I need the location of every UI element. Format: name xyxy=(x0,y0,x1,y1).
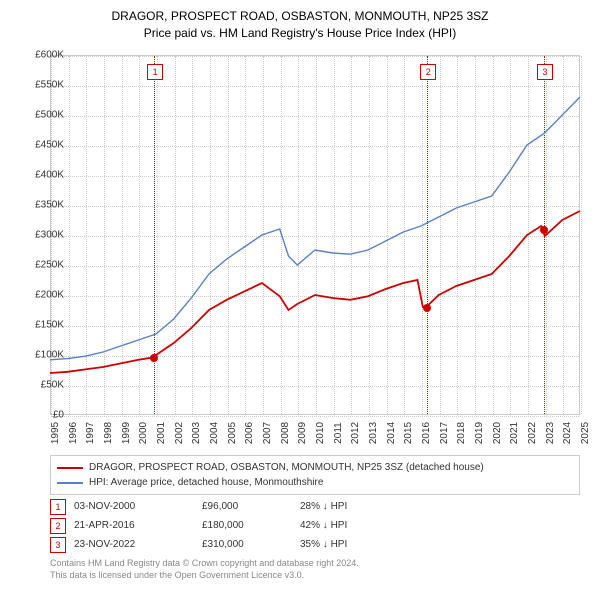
gridline-horizontal xyxy=(51,416,579,417)
y-axis-tick-label: £150K xyxy=(35,320,64,331)
chart-area: 123 xyxy=(50,55,580,415)
x-axis-tick-label: 2007 xyxy=(262,422,273,444)
x-axis-tick-label: 1999 xyxy=(121,422,132,444)
transaction-marker: 1 xyxy=(50,499,66,515)
legend: DRAGOR, PROSPECT ROAD, OSBASTON, MONMOUT… xyxy=(50,455,580,495)
y-axis-tick-label: £100K xyxy=(35,350,64,361)
x-axis-tick-label: 1997 xyxy=(85,422,96,444)
x-axis-tick-label: 1996 xyxy=(68,422,79,444)
x-axis-tick-label: 2021 xyxy=(509,422,520,444)
x-axis-tick-label: 2000 xyxy=(138,422,149,444)
x-axis-tick-label: 2024 xyxy=(562,422,573,444)
y-axis-tick-label: £250K xyxy=(35,260,64,271)
transaction-row: 3 23-NOV-2022 £310,000 35% ↓ HPI xyxy=(50,535,580,554)
x-axis-tick-label: 2003 xyxy=(191,422,202,444)
transaction-pct: 35% ↓ HPI xyxy=(300,535,347,554)
series-hpi xyxy=(50,97,580,360)
x-axis-tick-label: 1998 xyxy=(103,422,114,444)
transaction-price: £96,000 xyxy=(202,497,292,516)
x-axis-tick-label: 2014 xyxy=(386,422,397,444)
footnote-line-2: This data is licensed under the Open Gov… xyxy=(50,570,304,580)
x-axis-tick-label: 2019 xyxy=(474,422,485,444)
x-axis-tick-label: 2023 xyxy=(545,422,556,444)
y-axis-tick-label: £350K xyxy=(35,200,64,211)
transaction-date: 23-NOV-2022 xyxy=(74,535,194,554)
y-axis-tick-label: £0 xyxy=(53,410,64,421)
transaction-table: 1 03-NOV-2000 £96,000 28% ↓ HPI 2 21-APR-2016… xyxy=(50,497,580,554)
transaction-marker: 2 xyxy=(50,518,66,534)
x-axis-tick-label: 2025 xyxy=(580,422,591,444)
footnote: Contains HM Land Registry data © Crown c… xyxy=(50,558,580,581)
y-axis-tick-label: £500K xyxy=(35,110,64,121)
transaction-row: 2 21-APR-2016 £180,000 42% ↓ HPI xyxy=(50,516,580,535)
x-axis-tick-label: 2016 xyxy=(421,422,432,444)
chart-title: DRAGOR, PROSPECT ROAD, OSBASTON, MONMOUT… xyxy=(0,0,600,42)
x-axis-tick-label: 2006 xyxy=(244,422,255,444)
series-property xyxy=(50,211,580,373)
line-series-svg xyxy=(50,55,580,415)
transaction-price: £310,000 xyxy=(202,535,292,554)
x-axis-tick-label: 2011 xyxy=(333,422,344,444)
x-axis-tick-label: 1995 xyxy=(50,422,61,444)
transaction-row: 1 03-NOV-2000 £96,000 28% ↓ HPI xyxy=(50,497,580,516)
x-axis-tick-label: 2009 xyxy=(297,422,308,444)
transaction-price: £180,000 xyxy=(202,516,292,535)
x-axis-tick-label: 2022 xyxy=(527,422,538,444)
legend-label: DRAGOR, PROSPECT ROAD, OSBASTON, MONMOUT… xyxy=(89,460,484,475)
x-axis-tick-label: 2010 xyxy=(315,422,326,444)
x-axis-tick-label: 2005 xyxy=(227,422,238,444)
x-axis-tick-label: 2012 xyxy=(350,422,361,444)
gridline-vertical xyxy=(581,56,582,414)
legend-swatch xyxy=(57,467,83,469)
y-axis-tick-label: £50K xyxy=(41,380,64,391)
x-axis-tick-label: 2001 xyxy=(156,422,167,444)
x-axis-tick-label: 2002 xyxy=(174,422,185,444)
legend-row: HPI: Average price, detached house, Monm… xyxy=(57,475,573,490)
x-axis-tick-label: 2018 xyxy=(456,422,467,444)
y-axis-tick-label: £300K xyxy=(35,230,64,241)
x-axis-tick-label: 2017 xyxy=(439,422,450,444)
transaction-pct: 28% ↓ HPI xyxy=(300,497,347,516)
x-axis-tick-label: 2013 xyxy=(368,422,379,444)
y-axis-tick-label: £400K xyxy=(35,170,64,181)
legend-row: DRAGOR, PROSPECT ROAD, OSBASTON, MONMOUT… xyxy=(57,460,573,475)
y-axis-tick-label: £600K xyxy=(35,50,64,61)
y-axis-tick-label: £550K xyxy=(35,80,64,91)
x-axis-tick-label: 2008 xyxy=(280,422,291,444)
legend-swatch xyxy=(57,482,83,484)
title-line-1: DRAGOR, PROSPECT ROAD, OSBASTON, MONMOUT… xyxy=(112,9,489,23)
transaction-date: 21-APR-2016 xyxy=(74,516,194,535)
x-axis-tick-label: 2020 xyxy=(492,422,503,444)
chart-container: DRAGOR, PROSPECT ROAD, OSBASTON, MONMOUT… xyxy=(0,0,600,590)
y-axis-tick-label: £450K xyxy=(35,140,64,151)
x-axis-tick-label: 2015 xyxy=(403,422,414,444)
title-line-2: Price paid vs. HM Land Registry's House … xyxy=(144,26,456,40)
transaction-date: 03-NOV-2000 xyxy=(74,497,194,516)
legend-label: HPI: Average price, detached house, Monm… xyxy=(89,475,323,490)
transaction-marker: 3 xyxy=(50,537,66,553)
y-axis-tick-label: £200K xyxy=(35,290,64,301)
x-axis-tick-label: 2004 xyxy=(209,422,220,444)
transaction-pct: 42% ↓ HPI xyxy=(300,516,347,535)
footnote-line-1: Contains HM Land Registry data © Crown c… xyxy=(50,558,359,568)
